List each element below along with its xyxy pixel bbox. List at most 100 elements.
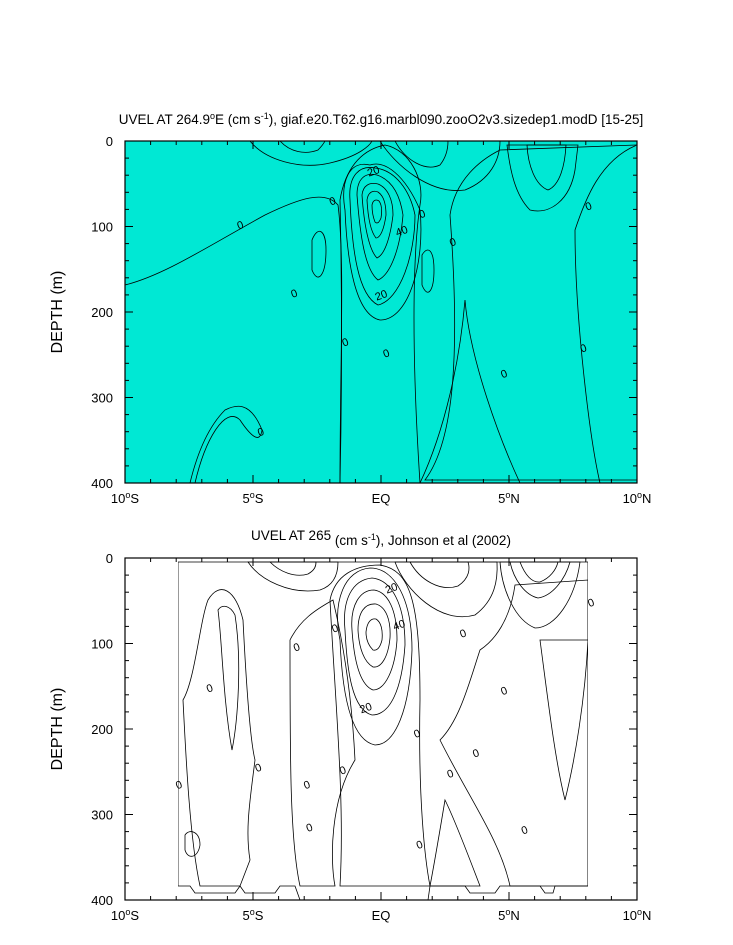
green-region-central-west	[289, 599, 356, 887]
y-tick-label: 100	[91, 220, 113, 235]
euc-level-50	[365, 618, 383, 651]
y-tick-label: 400	[91, 476, 113, 491]
contour-label: 0	[305, 822, 315, 835]
cyan-tongue-east	[539, 639, 589, 801]
x-tick-label: 10oN	[623, 490, 652, 506]
green-column-core	[339, 144, 422, 483]
yellow-lobe-east	[509, 561, 571, 599]
cyan-tongue-south	[429, 798, 481, 887]
blue-core-west	[269, 561, 317, 576]
panel-2-ylabel: DEPTH (m)	[49, 688, 66, 771]
panel-1-field: 20 40 20 0 0 0 0 0 0 0 0 0 0 0	[125, 141, 637, 483]
contour-label: 0	[330, 622, 340, 635]
contour-label: 0	[338, 764, 348, 777]
green-region-east	[424, 144, 637, 481]
contour-label: 0	[471, 747, 481, 760]
no-data-mask	[125, 558, 637, 900]
blue-surface-east	[394, 561, 498, 618]
contour-label: 20	[374, 288, 390, 303]
contour-label: 40	[391, 618, 407, 633]
contour-label: 0	[256, 426, 266, 439]
panel-1-title: UVEL AT 264.9oE (cm s-1), giaf.e20.T62.g…	[119, 111, 644, 127]
blue-surface-east	[379, 141, 501, 191]
contour-label: 0	[448, 236, 458, 249]
x-tick-label: 10oN	[623, 907, 652, 923]
euc-level-30	[351, 589, 398, 691]
contour-label: 20	[366, 164, 382, 179]
yellow-lobe-east	[526, 144, 567, 191]
contour-label: 20	[384, 581, 400, 596]
blue-core-east	[409, 561, 470, 588]
x-tick-label: 5oN	[498, 907, 520, 923]
contour-label: 20	[358, 701, 374, 716]
green-bright-west	[217, 605, 240, 751]
contour-label: 0	[458, 627, 468, 640]
euc-level-40	[357, 603, 391, 668]
x-tick-label: 10oS	[111, 490, 139, 506]
green-lobe-sw	[125, 196, 343, 483]
background-band-cyan	[125, 141, 637, 483]
green-region-west	[182, 589, 256, 887]
panel-2-field: 20 40 20 0 0 0 0 0 0 0 0 0 0 0 0 0 0 0 0	[125, 558, 637, 900]
panel-2-title: UVEL AT 265 (cm s-1), Johnson et al (200…	[251, 528, 511, 548]
green-bright-east	[499, 561, 581, 629]
euc-level-10	[337, 567, 413, 746]
panel-2-frame	[124, 557, 638, 901]
contour-label: 0	[415, 839, 425, 852]
contour-label: 40	[394, 224, 410, 239]
cyan-lens-west	[311, 230, 327, 278]
contour-label: 0	[520, 824, 530, 837]
panel-2-contour-labels: 20 40 20 0 0 0 0 0 0 0 0 0 0 0 0 0 0 0 0	[174, 581, 596, 852]
contour-label: 0	[174, 779, 184, 792]
y-tick-label: 400	[91, 893, 113, 908]
green-column-core	[329, 564, 431, 887]
contour-label: 0	[236, 219, 246, 232]
contour-label: 0	[328, 195, 338, 208]
cyan-tongue-south	[419, 299, 521, 483]
contour-label: 0	[499, 685, 509, 698]
contour-label: 0	[417, 208, 427, 221]
euc-level-30	[356, 173, 404, 281]
contour-label: 0	[341, 336, 351, 349]
contour-label: 0	[412, 728, 422, 741]
green-bright-east	[506, 144, 579, 212]
contour-label: 0	[292, 641, 302, 654]
euc-level-40	[361, 183, 394, 259]
blue-surface-west	[247, 561, 339, 592]
x-tick-label: 5oS	[243, 490, 264, 506]
contour-label: 0	[579, 342, 589, 355]
contour-label: 0	[382, 347, 392, 360]
data-region	[177, 561, 589, 900]
contour-label: 0	[254, 762, 264, 775]
cyan-lens-east	[421, 249, 435, 293]
contour-label: 0	[584, 200, 594, 213]
panel-1: UVEL AT 264.9oE (cm s-1), giaf.e20.T62.g…	[49, 111, 651, 506]
euc-level-10	[343, 163, 422, 321]
x-tick-label: EQ	[372, 491, 391, 506]
y-tick-label: 0	[106, 134, 113, 149]
panel-1-ylabel: DEPTH (m)	[49, 271, 66, 354]
blue-core-west	[279, 141, 326, 153]
y-tick-label: 200	[91, 722, 113, 737]
y-tick-label: 100	[91, 637, 113, 652]
contour-label: 0	[302, 779, 312, 792]
contour-label: 0	[289, 287, 299, 300]
y-tick-label: 200	[91, 305, 113, 320]
contour-label: 0	[499, 368, 509, 381]
euc-level-20	[344, 577, 406, 716]
x-tick-label: EQ	[372, 908, 391, 923]
y-tick-label: 300	[91, 808, 113, 823]
contour-label: 0	[586, 597, 596, 610]
euc-level-20	[349, 167, 416, 306]
euc-level-50	[366, 190, 387, 239]
y-tick-label: 0	[106, 551, 113, 566]
euc-level-60	[371, 199, 382, 224]
panel-1-contour-labels: 20 40 20 0 0 0 0 0 0 0 0 0 0 0	[236, 164, 594, 439]
blue-surface-west	[249, 141, 373, 166]
x-tick-label: 10oS	[111, 907, 139, 923]
x-tick-label: 5oN	[498, 490, 520, 506]
contour-label: 0	[205, 682, 215, 695]
cyan-tongue-east	[574, 144, 637, 483]
